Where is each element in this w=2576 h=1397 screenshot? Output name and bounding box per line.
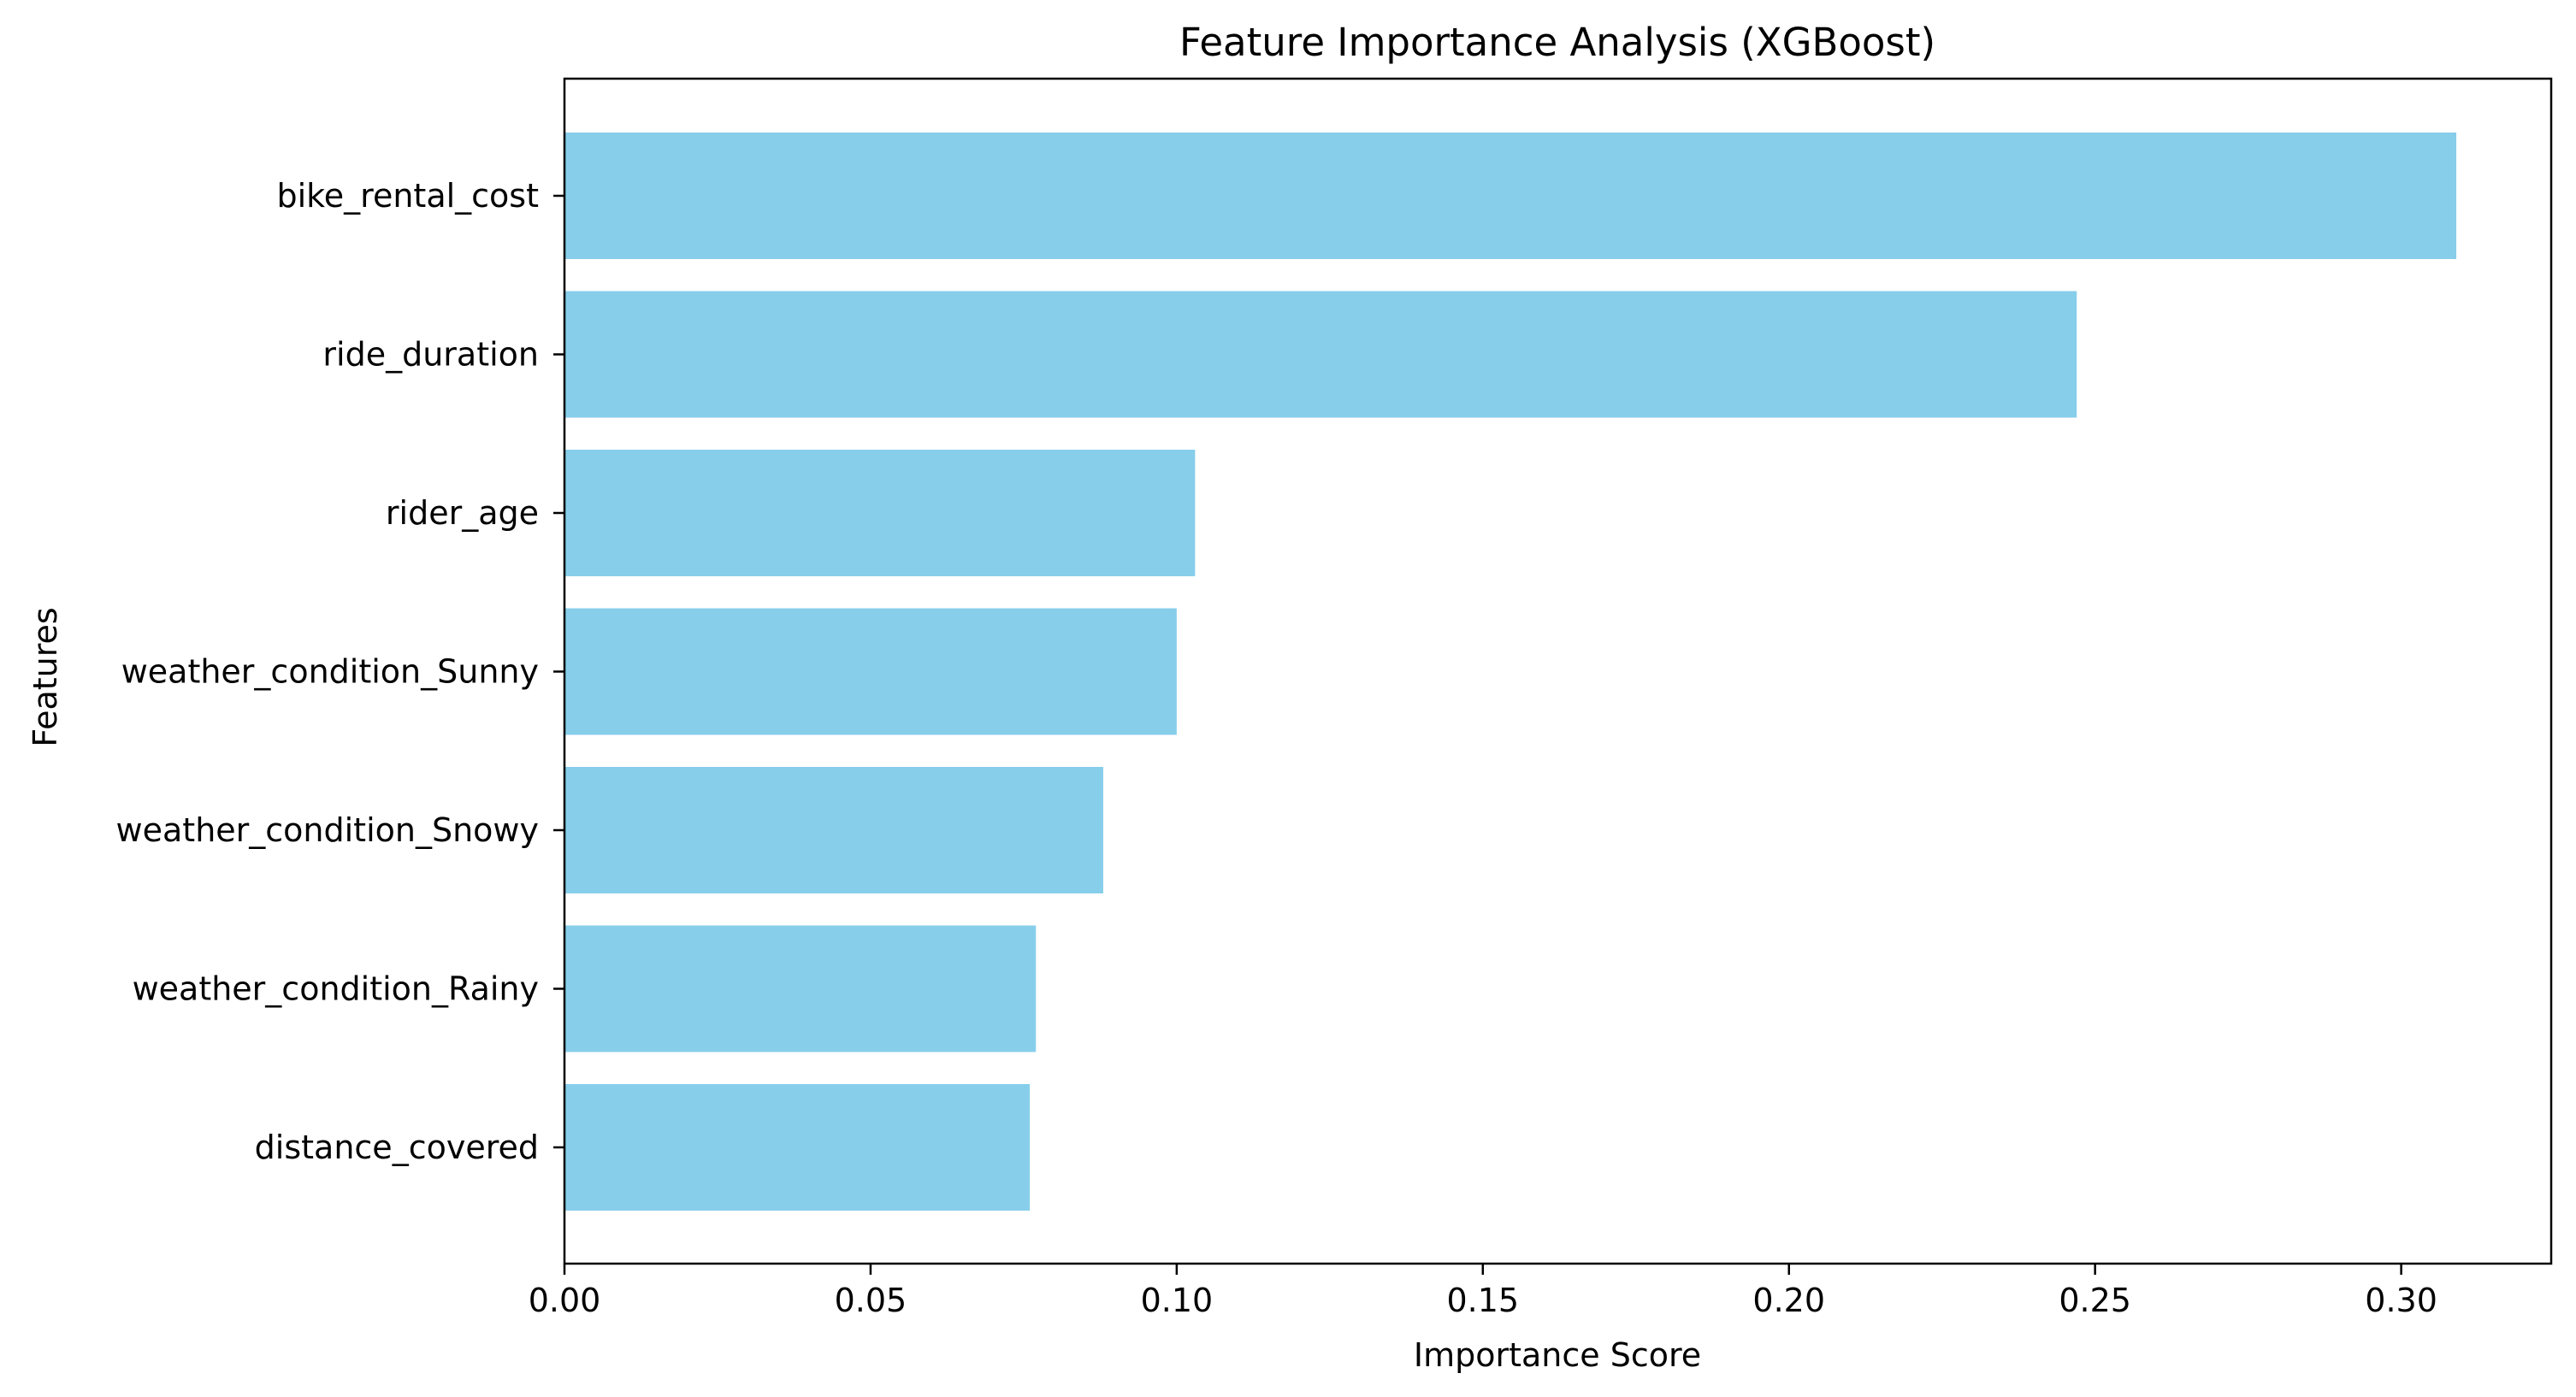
bars-group: [564, 133, 2457, 1211]
y-axis-title: Features: [27, 607, 64, 746]
y-tick-label: rider_age: [386, 494, 539, 532]
bar-weather_condition_Sunny: [564, 608, 1177, 735]
x-tick-label: 0.15: [1447, 1282, 1520, 1319]
bar-weather_condition_Snowy: [564, 767, 1103, 893]
x-tick-label: 0.05: [835, 1282, 907, 1319]
chart-title: Feature Importance Analysis (XGBoost): [1179, 20, 1935, 65]
y-axis-ticks: bike_rental_cost ride_duration rider_agewe…: [116, 177, 564, 1166]
y-tick-label: weather_condition_Sunny: [121, 653, 539, 691]
x-tick-label: 0.10: [1141, 1282, 1214, 1319]
bar-distance_covered: [564, 1084, 1031, 1211]
bar-bike_rental_cost: [564, 133, 2457, 259]
y-tick-label: weather_condition_Snowy: [116, 811, 539, 849]
plot-frame: [563, 77, 2553, 1265]
y-tick-label: bike_rental_cost: [276, 177, 539, 215]
y-tick-label: distance_covered: [255, 1129, 539, 1166]
x-axis-title: Importance Score: [1414, 1336, 1701, 1374]
x-tick-label: 0.20: [1752, 1282, 1825, 1319]
x-tick-label: 0.00: [529, 1282, 601, 1319]
y-tick-label: weather_condition_Rainy: [133, 970, 539, 1008]
bar-weather_condition_Rainy: [564, 925, 1037, 1052]
bar-ride_duration: [564, 291, 2077, 418]
bar-rider_age: [564, 450, 1196, 576]
x-axis-ticks: 0.00 0.05 0.10 0.15 0.20 0.25 0.30: [529, 1264, 2437, 1319]
x-tick-label: 0.30: [2365, 1282, 2437, 1319]
x-tick-label: 0.25: [2059, 1282, 2131, 1319]
y-tick-label: ride_duration: [322, 336, 539, 374]
